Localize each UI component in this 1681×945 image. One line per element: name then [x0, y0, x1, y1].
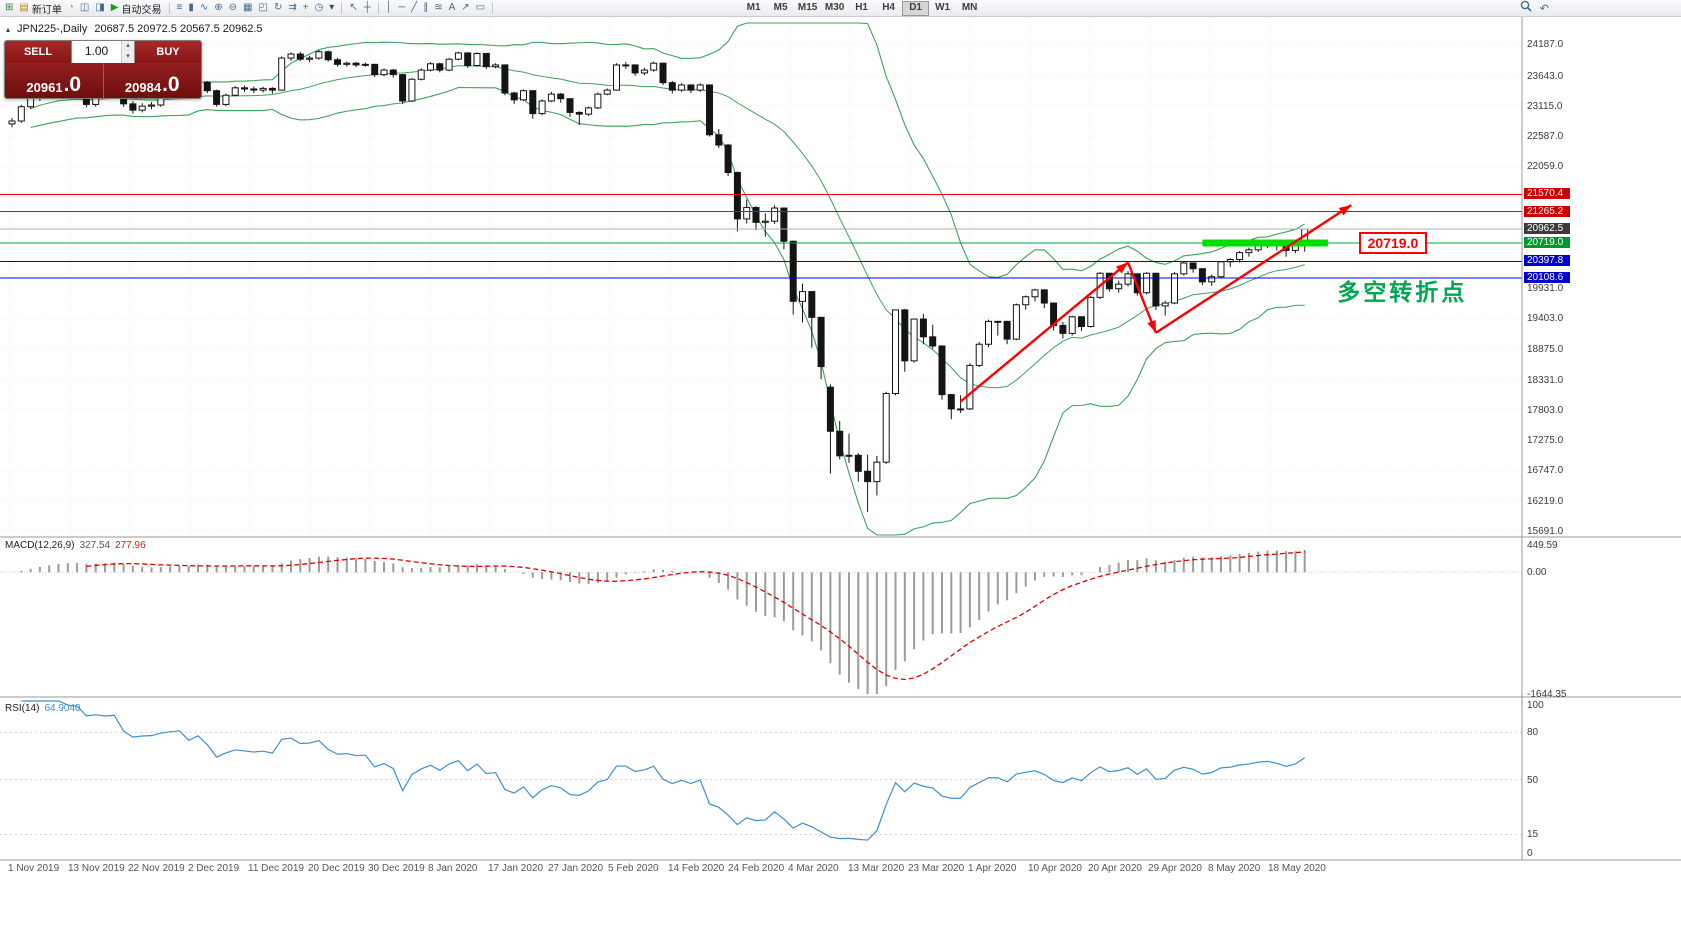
text-label-icon[interactable]: A	[446, 1, 459, 16]
volume-down-button[interactable]: ▾	[122, 52, 134, 63]
sell-button[interactable]: SELL	[5, 41, 71, 63]
timeframe-m15[interactable]: M15	[794, 1, 821, 16]
new-order-button[interactable]: ▤ 新订单	[16, 1, 64, 16]
zoom-in-icon[interactable]: ⊕	[211, 1, 225, 16]
terminal-window-icon[interactable]: ◨	[92, 1, 107, 16]
one-click-trading-panel: SELL 1.00 ▴ ▾ BUY 20961 .0 20984 .0	[4, 40, 202, 99]
zoom-out-icon[interactable]: ⊖	[226, 1, 240, 16]
buy-button[interactable]: BUY	[135, 41, 201, 63]
vertical-line-icon[interactable]: │	[383, 1, 395, 16]
timeframe-d1[interactable]: D1	[902, 0, 930, 16]
new-chart-icon[interactable]: ⊞	[2, 1, 16, 16]
fibonacci-icon[interactable]: ≋	[431, 1, 445, 16]
horizontal-line-icon[interactable]: ─	[395, 1, 408, 16]
sell-price[interactable]: 20961 .0	[5, 63, 104, 98]
volume-value[interactable]: 1.00	[84, 44, 109, 58]
ohlc-readout: 20687.5 20972.5 20567.5 20962.5	[94, 23, 263, 35]
toolbar-right: ↶	[1520, 0, 1681, 17]
buy-price[interactable]: 20984 .0	[103, 63, 201, 98]
timeframe-mn[interactable]: MN	[956, 1, 983, 16]
timeframe-m1[interactable]: M1	[740, 1, 767, 16]
periods-icon[interactable]: ◷	[312, 1, 327, 16]
timeframe-h4[interactable]: H4	[875, 1, 902, 16]
toolbar-separator	[492, 2, 494, 14]
cascade-windows-icon[interactable]: ◰	[255, 1, 270, 16]
macd-value: 327.54	[79, 540, 111, 551]
channel-icon[interactable]: ∥	[420, 1, 431, 16]
buy-price-big-digits: .0	[162, 73, 180, 97]
tile-windows-icon[interactable]: ▦	[240, 1, 255, 16]
market-watch-icon[interactable]: ◫	[77, 1, 92, 16]
rsi-value: 64.9040	[44, 703, 81, 714]
sell-price-big-digits: .0	[63, 73, 82, 97]
toolbar-separator	[377, 2, 379, 14]
symbol-period-label: JPN225-,Daily	[17, 23, 88, 35]
volume-stepper[interactable]: 1.00 ▴ ▾	[71, 41, 135, 63]
auto-scroll-icon[interactable]: ↻	[271, 1, 285, 16]
crosshair-icon[interactable]: ┼	[361, 1, 374, 16]
timeframe-w1[interactable]: W1	[929, 1, 956, 16]
macd-signal-value: 277.96	[115, 540, 146, 551]
autotrading-button[interactable]: ▶ 自动交易	[108, 1, 165, 16]
volume-spinner: ▴ ▾	[121, 41, 134, 63]
timeframe-m5[interactable]: M5	[767, 1, 794, 16]
bars-chart-icon[interactable]: ≡	[174, 1, 186, 16]
chart-shift-icon[interactable]: ⇉	[285, 1, 299, 16]
one-click-collapse-icon[interactable]: ▴	[6, 24, 11, 34]
macd-indicator-label: MACD(12,26,9) 327.54 277.96	[5, 540, 146, 551]
annotation-note: 多空转折点	[1337, 279, 1468, 305]
macd-name: MACD(12,26,9)	[5, 540, 75, 551]
price-callout: 20719.0	[1358, 231, 1428, 254]
volume-up-button[interactable]: ▴	[122, 41, 134, 52]
cursor-icon[interactable]: ↖	[346, 1, 360, 16]
sell-price-main: 20961	[26, 79, 63, 95]
toolbar: ⊞ ▤ 新订单 ◔ ◫ ◨ ▶ 自动交易 ≡ ▮ ∿ ⊕ ⊖ ▦ ◰ ↻ ⇉ + ◷ ▾ ↖ ┼ │ ─ ╱ ∥ ≋ A ↗ ▭ M1 M5 M…	[0, 0, 1681, 17]
undo-icon[interactable]: ↶	[1539, 2, 1549, 15]
timeframe-group: M1 M5 M15 M30 H1 H4 D1 W1 MN	[740, 0, 983, 16]
toolbar-separator	[168, 2, 170, 14]
rsi-name: RSI(14)	[5, 703, 40, 714]
templates-icon[interactable]: ▾	[326, 1, 337, 16]
line-chart-icon[interactable]: ∿	[197, 1, 211, 16]
buy-price-main: 20984	[124, 79, 162, 95]
add-indicator-icon[interactable]: +	[300, 1, 312, 16]
toolbar-separator	[341, 2, 343, 14]
symbol-header: ▴ JPN225-,Daily 20687.5 20972.5 20567.5 …	[6, 23, 263, 35]
shapes-icon[interactable]: ▭	[473, 1, 488, 16]
candlestick-chart-icon[interactable]: ▮	[185, 1, 197, 16]
alerts-icon[interactable]: ◔	[65, 1, 77, 16]
timeframe-h1[interactable]: H1	[848, 1, 875, 16]
timeframe-m30[interactable]: M30	[821, 1, 848, 16]
rsi-indicator-label: RSI(14) 64.9040	[5, 703, 81, 714]
arrows-object-icon[interactable]: ↗	[458, 1, 472, 16]
search-icon[interactable]	[1520, 0, 1532, 17]
trendline-icon[interactable]: ╱	[408, 1, 420, 16]
